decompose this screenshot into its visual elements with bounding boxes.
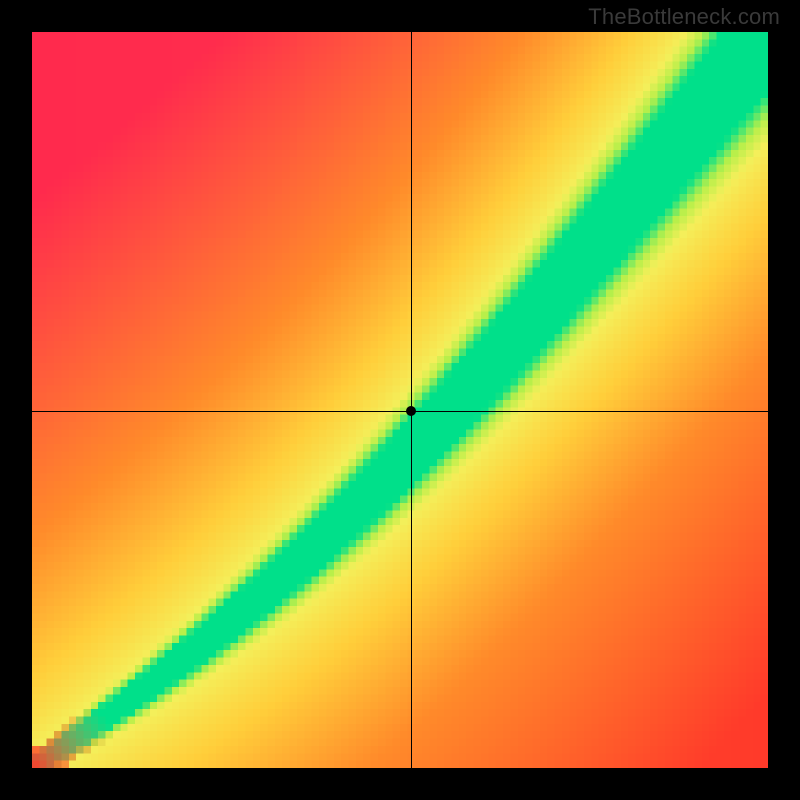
chart-frame: TheBottleneck.com (0, 0, 800, 800)
operating-point-marker (406, 406, 416, 416)
crosshair-vertical (411, 32, 412, 768)
attribution-text: TheBottleneck.com (588, 4, 780, 30)
crosshair-horizontal (32, 411, 768, 412)
bottleneck-heatmap (32, 32, 768, 768)
